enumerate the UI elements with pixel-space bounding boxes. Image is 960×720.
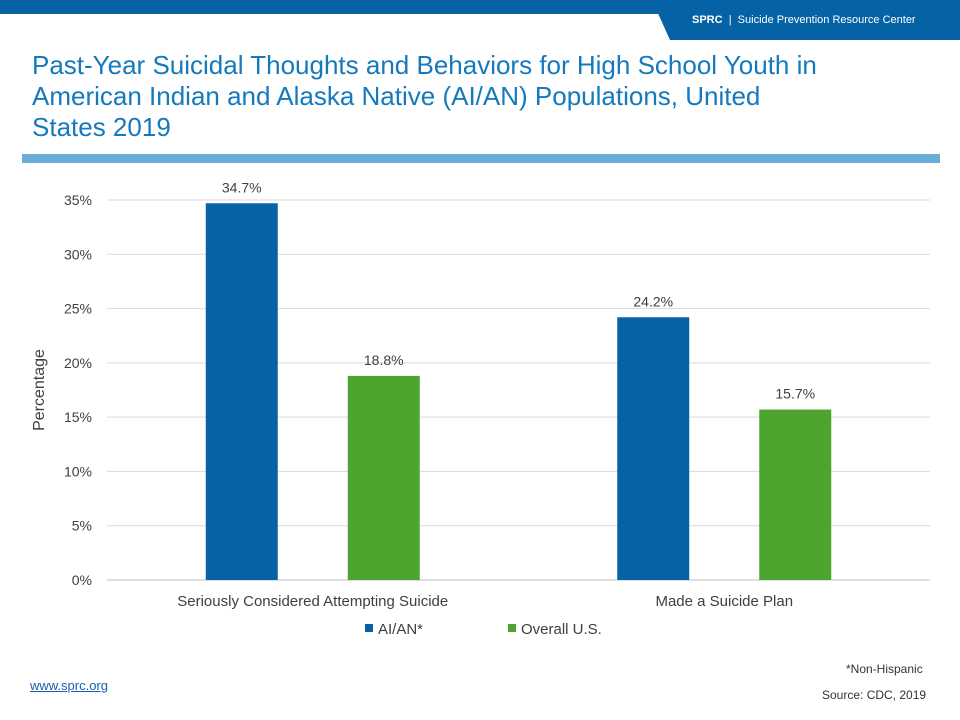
separator: |: [728, 14, 732, 26]
y-tick-label: 10%: [64, 463, 92, 479]
data-label: 24.2%: [633, 293, 673, 309]
data-label: 15.7%: [775, 386, 815, 402]
title-rule: [22, 154, 940, 163]
source: Source: CDC, 2019: [822, 688, 927, 702]
y-tick-label: 30%: [64, 246, 92, 262]
bar-overall: [347, 375, 420, 580]
y-tick-label: 35%: [64, 192, 92, 208]
y-tick-label: 5%: [72, 518, 92, 534]
sprc-link[interactable]: www.sprc.org: [30, 678, 109, 693]
legend-swatch: [365, 624, 373, 632]
header-tab: [652, 0, 960, 40]
bar-ai-an: [617, 317, 690, 580]
y-axis-label: Percentage: [31, 349, 48, 431]
y-tick-label: 15%: [64, 409, 92, 425]
x-tick-label: Made a Suicide Plan: [655, 593, 793, 610]
legend-label: Overall U.S.: [521, 621, 602, 638]
y-tick-label: 25%: [64, 301, 92, 317]
x-tick-label: Seriously Considered Attempting Suicide: [177, 593, 448, 610]
y-tick-label: 20%: [64, 355, 92, 371]
data-label: 18.8%: [364, 352, 404, 368]
header-org: SPRC | Suicide Prevention Resource Cente…: [692, 14, 916, 26]
org-short: SPRC: [692, 14, 723, 26]
org-name: Suicide Prevention Resource Center: [737, 14, 916, 26]
y-tick-label: 0%: [72, 572, 92, 588]
data-label: 34.7%: [222, 179, 262, 195]
page-title: Past-Year Suicidal Thoughts and Behavior…: [32, 50, 817, 142]
bar-ai-an: [205, 203, 278, 580]
footnote: *Non-Hispanic: [846, 662, 923, 676]
legend-swatch: [508, 624, 516, 632]
legend-label: AI/AN*: [378, 621, 423, 638]
bar-overall: [759, 409, 832, 580]
